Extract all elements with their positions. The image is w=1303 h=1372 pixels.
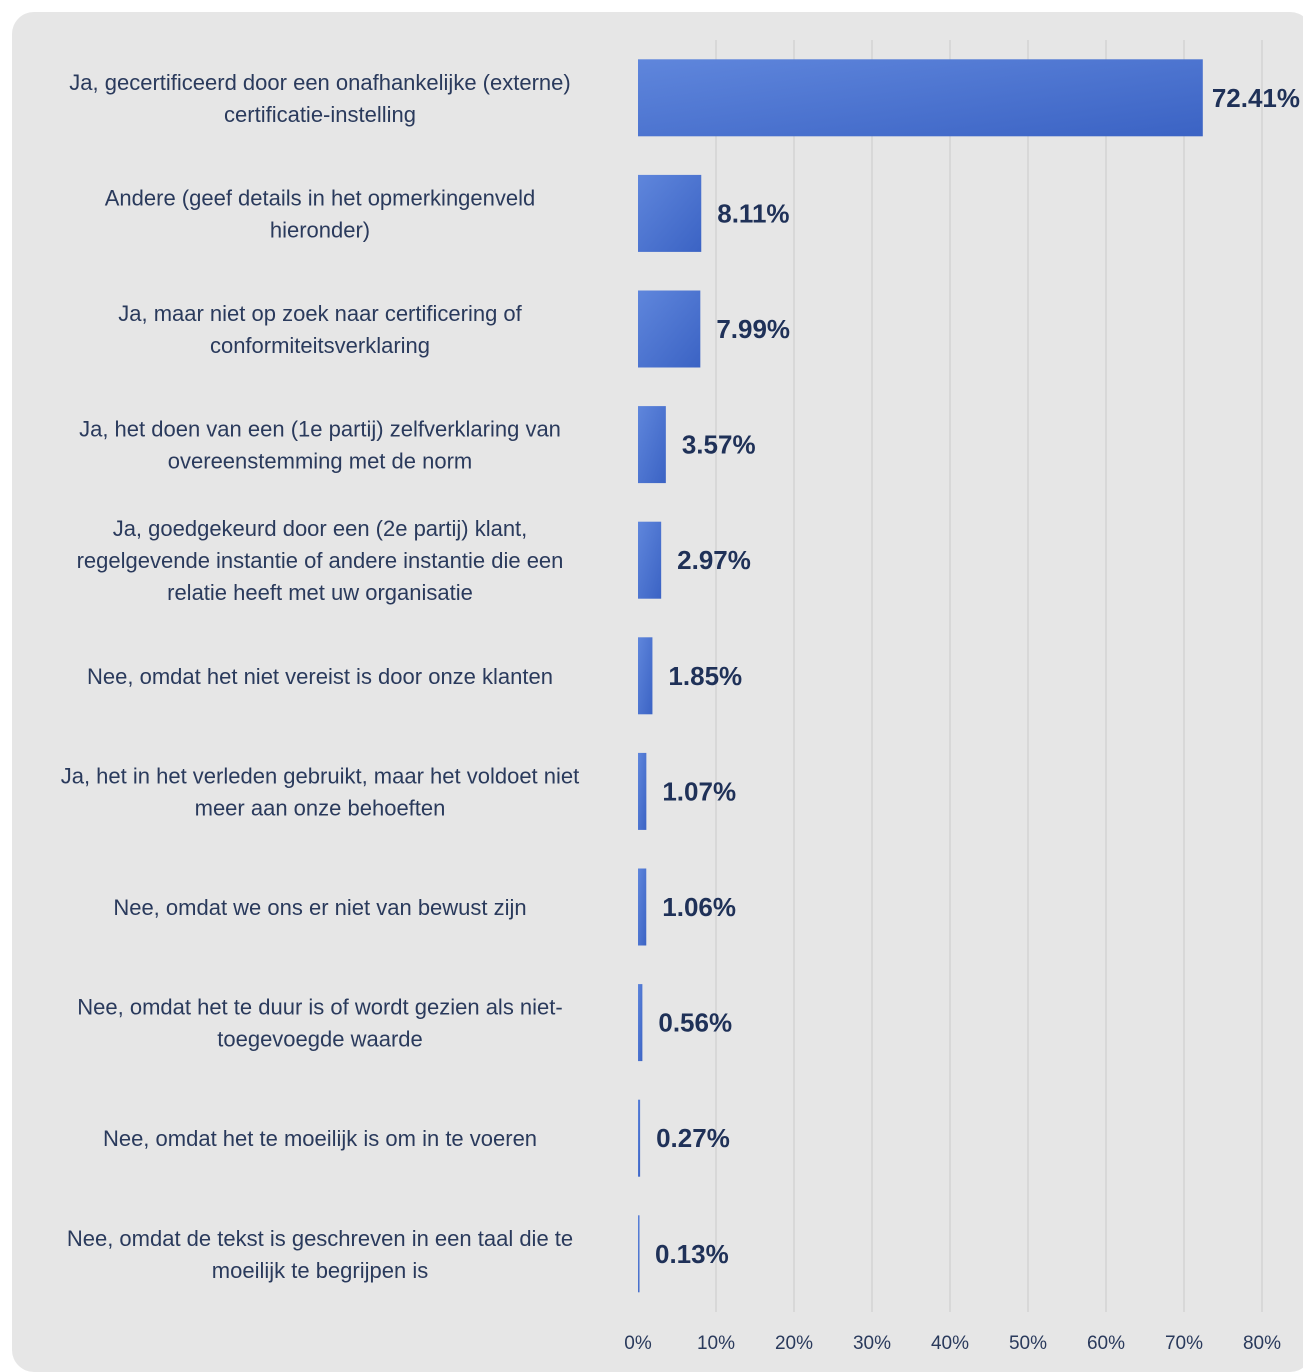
category-label: Nee, omdat het te moeilijk is om in te v… (103, 1126, 537, 1151)
value-label: 3.57% (682, 430, 756, 460)
x-axis-ticks: 0% 10% 20% 30% 40% 50% 60% 70% 80% (624, 1333, 1281, 1354)
value-label: 1.85% (668, 661, 742, 691)
bar (638, 1099, 641, 1177)
x-tick-label: 60% (1087, 1333, 1125, 1354)
value-label: 0.27% (656, 1123, 730, 1153)
bar (638, 637, 653, 715)
value-label: 0.56% (658, 1008, 732, 1038)
value-label: 1.07% (662, 776, 736, 806)
category-label: certificatie-instelling (224, 102, 416, 127)
bar (638, 1215, 640, 1293)
bar (638, 174, 702, 252)
category-label: Nee, omdat het niet vereist is door onze… (87, 664, 553, 689)
value-label: 2.97% (677, 545, 751, 575)
category-label: toegevoegde waarde (217, 1027, 423, 1052)
bar (638, 868, 647, 946)
value-label: 1.06% (662, 892, 736, 922)
bars (638, 59, 1203, 1293)
category-label: Nee, omdat het te duur is of wordt gezie… (77, 995, 562, 1020)
category-label: Andere (geef details in het opmerkingenv… (105, 185, 536, 210)
category-label: conformiteitsverklaring (210, 333, 430, 358)
category-label: overeenstemming met de norm (168, 449, 472, 474)
x-tick-label: 80% (1243, 1333, 1281, 1354)
x-tick-label: 30% (853, 1333, 891, 1354)
value-label: 8.11% (717, 198, 789, 228)
category-label: meer aan onze behoeften (195, 795, 446, 820)
category-label: Ja, het doen van een (1e partij) zelfver… (79, 417, 561, 442)
value-label: 0.13% (655, 1239, 729, 1269)
value-label: 7.99% (716, 314, 790, 344)
bar (638, 290, 701, 368)
category-label: Nee, omdat we ons er niet van bewust zij… (113, 895, 526, 920)
category-label: Nee, omdat de tekst is geschreven in een… (67, 1226, 573, 1251)
bar (638, 984, 643, 1062)
value-labels: 72.41% 8.11% 7.99% 3.57% 2.97% 1.85% 1.07% 1.06… (655, 83, 1300, 1269)
category-label: regelgevende instantie of andere instant… (77, 548, 564, 573)
x-tick-label: 50% (1009, 1333, 1047, 1354)
category-label: Ja, gecertificeerd door een onafhankelij… (69, 70, 570, 95)
category-label: hieronder) (270, 217, 370, 242)
x-tick-label: 20% (775, 1333, 813, 1354)
category-label: relatie heeft met uw organisatie (167, 580, 473, 605)
x-tick-label: 40% (931, 1333, 969, 1354)
bar (638, 59, 1203, 137)
bar (638, 521, 662, 599)
bar (638, 752, 647, 830)
bar (638, 406, 666, 484)
category-labels: Ja, gecertificeerd door een onafhankelij… (61, 70, 580, 1283)
x-tick-label: 70% (1165, 1333, 1203, 1354)
category-label: Ja, goedgekeurd door een (2e partij) kla… (113, 516, 528, 541)
gridlines (715, 40, 1263, 1312)
category-label: Ja, maar niet op zoek naar certificering… (118, 301, 522, 326)
category-label: moeilijk te begrijpen is (212, 1258, 428, 1283)
category-label: Ja, het in het verleden gebruikt, maar h… (61, 763, 580, 788)
value-label: 72.41% (1212, 83, 1300, 113)
x-tick-label: 0% (624, 1333, 652, 1354)
x-tick-label: 10% (697, 1333, 735, 1354)
